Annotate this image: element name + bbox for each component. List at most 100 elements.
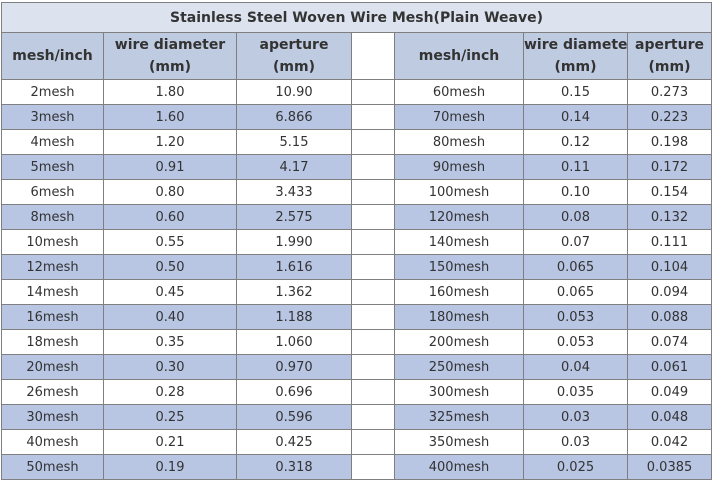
table-row: 8mesh 0.60 2.575 120mesh 0.08 0.132 <box>1 204 713 230</box>
column-gap <box>351 154 395 180</box>
cell-right-aperture: 0.273 <box>626 79 713 105</box>
cell-right-wire-diameter: 0.03 <box>523 429 628 455</box>
column-gap <box>351 129 395 155</box>
cell-right-wire-diameter: 0.10 <box>523 179 628 205</box>
cell-left-mesh: 50mesh <box>1 454 104 480</box>
cell-left-wire-diameter: 0.28 <box>103 379 237 405</box>
table-row: 2mesh 1.80 10.90 60mesh 0.15 0.273 <box>1 79 713 105</box>
cell-left-mesh: 26mesh <box>1 379 104 405</box>
column-gap <box>351 229 395 255</box>
cell-left-wire-diameter: 0.19 <box>103 454 237 480</box>
cell-right-mesh: 350mesh <box>394 429 524 455</box>
table-row: 26mesh 0.28 0.696 300mesh 0.035 0.049 <box>1 379 713 405</box>
column-gap <box>351 429 395 455</box>
cell-right-wire-diameter: 0.065 <box>523 254 628 280</box>
column-gap <box>351 404 395 430</box>
cell-right-aperture: 0.154 <box>626 179 713 205</box>
column-gap <box>351 454 395 480</box>
cell-right-mesh: 150mesh <box>394 254 524 280</box>
header-gap <box>351 32 395 80</box>
table-row: 4mesh 1.20 5.15 80mesh 0.12 0.198 <box>1 129 713 155</box>
column-gap <box>351 354 395 380</box>
header-mesh-right: mesh/inch <box>394 32 524 80</box>
cell-right-wire-diameter: 0.11 <box>523 154 628 180</box>
cell-left-mesh: 30mesh <box>1 404 104 430</box>
cell-right-aperture: 0.0385 <box>626 454 713 480</box>
header-aperture-right: aperture (mm) <box>626 32 713 80</box>
cell-left-wire-diameter: 0.30 <box>103 354 237 380</box>
cell-left-wire-diameter: 0.60 <box>103 204 237 230</box>
cell-right-wire-diameter: 0.053 <box>523 329 628 355</box>
cell-left-aperture: 1.990 <box>236 229 352 255</box>
column-gap <box>351 79 395 105</box>
column-gap <box>351 104 395 130</box>
cell-right-aperture: 0.042 <box>626 429 713 455</box>
cell-right-aperture: 0.172 <box>626 154 713 180</box>
table-row: 3mesh 1.60 6.866 70mesh 0.14 0.223 <box>1 104 713 130</box>
header-wire-label: wire diameter <box>114 37 226 53</box>
table-row: 18mesh 0.35 1.060 200mesh 0.053 0.074 <box>1 329 713 355</box>
cell-right-aperture: 0.132 <box>626 204 713 230</box>
table-title: Stainless Steel Woven Wire Mesh(Plain We… <box>0 2 713 33</box>
cell-right-wire-diameter: 0.035 <box>523 379 628 405</box>
header-wire-left: wire diameter (mm) <box>103 32 237 80</box>
cell-left-wire-diameter: 0.45 <box>103 279 237 305</box>
cell-left-mesh: 2mesh <box>1 79 104 105</box>
cell-left-mesh: 18mesh <box>1 329 104 355</box>
header-aperture-label: aperture <box>635 37 704 53</box>
cell-left-mesh: 3mesh <box>1 104 104 130</box>
cell-right-aperture: 0.223 <box>626 104 713 130</box>
cell-left-wire-diameter: 1.20 <box>103 129 237 155</box>
column-gap <box>351 379 395 405</box>
cell-left-aperture: 1.188 <box>236 304 352 330</box>
column-gap <box>351 254 395 280</box>
cell-right-wire-diameter: 0.15 <box>523 79 628 105</box>
header-mesh-label: mesh/inch <box>12 48 93 64</box>
cell-right-aperture: 0.198 <box>626 129 713 155</box>
header-wire-right: wire diameter (mm) <box>523 32 628 80</box>
header-mesh-label: mesh/inch <box>418 48 500 64</box>
header-aperture-label: aperture <box>259 37 329 53</box>
cell-right-wire-diameter: 0.08 <box>523 204 628 230</box>
column-gap <box>351 204 395 230</box>
cell-left-aperture: 6.866 <box>236 104 352 130</box>
cell-left-aperture: 0.596 <box>236 404 352 430</box>
header-aperture-left: aperture (mm) <box>236 32 352 80</box>
cell-right-wire-diameter: 0.07 <box>523 229 628 255</box>
cell-right-aperture: 0.049 <box>626 379 713 405</box>
table-row: 12mesh 0.50 1.616 150mesh 0.065 0.104 <box>1 254 713 280</box>
cell-right-aperture: 0.088 <box>626 304 713 330</box>
cell-left-mesh: 16mesh <box>1 304 104 330</box>
cell-left-wire-diameter: 0.21 <box>103 429 237 455</box>
cell-right-aperture: 0.111 <box>626 229 713 255</box>
header-wire-label: wire diameter <box>524 37 628 53</box>
cell-left-mesh: 8mesh <box>1 204 104 230</box>
cell-left-aperture: 0.970 <box>236 354 352 380</box>
cell-right-mesh: 100mesh <box>394 179 524 205</box>
cell-left-mesh: 20mesh <box>1 354 104 380</box>
table-row: 6mesh 0.80 3.433 100mesh 0.10 0.154 <box>1 179 713 205</box>
cell-left-wire-diameter: 0.80 <box>103 179 237 205</box>
cell-right-aperture: 0.074 <box>626 329 713 355</box>
cell-right-aperture: 0.048 <box>626 404 713 430</box>
cell-left-aperture: 0.318 <box>236 454 352 480</box>
cell-left-wire-diameter: 0.40 <box>103 304 237 330</box>
table-row: 30mesh 0.25 0.596 325mesh 0.03 0.048 <box>1 404 713 430</box>
header-aperture-unit: (mm) <box>273 59 315 75</box>
cell-right-wire-diameter: 0.12 <box>523 129 628 155</box>
cell-left-mesh: 6mesh <box>1 179 104 205</box>
header-row: mesh/inch wire diameter (mm) aperture (mm)… <box>1 32 713 80</box>
cell-right-mesh: 250mesh <box>394 354 524 380</box>
cell-left-aperture: 0.696 <box>236 379 352 405</box>
cell-right-mesh: 90mesh <box>394 154 524 180</box>
cell-right-wire-diameter: 0.053 <box>523 304 628 330</box>
cell-right-wire-diameter: 0.03 <box>523 404 628 430</box>
table-row: 10mesh 0.55 1.990 140mesh 0.07 0.111 <box>1 229 713 255</box>
column-gap <box>351 329 395 355</box>
header-mesh-left: mesh/inch <box>1 32 104 80</box>
cell-left-wire-diameter: 0.25 <box>103 404 237 430</box>
cell-right-mesh: 70mesh <box>394 104 524 130</box>
cell-left-aperture: 5.15 <box>236 129 352 155</box>
cell-right-mesh: 80mesh <box>394 129 524 155</box>
cell-right-wire-diameter: 0.065 <box>523 279 628 305</box>
